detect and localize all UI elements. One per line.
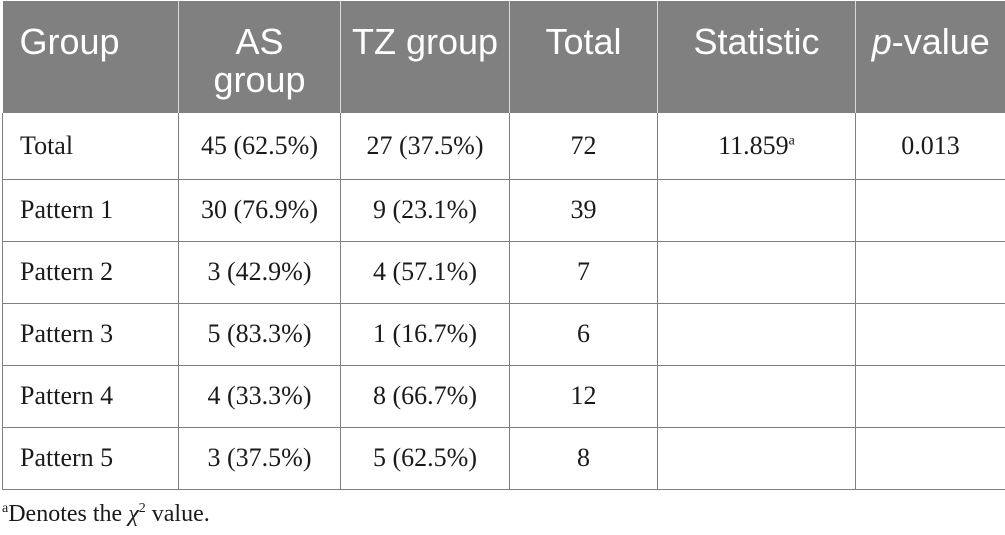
cell-total: 6 [509, 302, 658, 366]
table-header: Group AS group TZ group Total Statistic … [2, 1, 1005, 113]
header-total: Total [509, 1, 658, 113]
footnote-text-before: Denotes the [8, 501, 129, 527]
header-row: Group AS group TZ group Total Statistic … [2, 1, 1005, 113]
cell-tz: 4 (57.1%) [340, 240, 510, 304]
cell-statistic [657, 364, 856, 428]
p-symbol: p [871, 21, 892, 62]
cell-total: 39 [509, 178, 658, 242]
cell-group: Total [2, 113, 179, 180]
table-body: Total 45 (62.5%) 27 (37.5%) 72 11.859a 0… [2, 113, 1005, 490]
cell-p-value [855, 364, 1005, 428]
cell-p-value [855, 240, 1005, 304]
cell-group: Pattern 1 [2, 178, 179, 242]
cell-statistic: 11.859a [657, 113, 856, 180]
cell-group: Pattern 5 [2, 426, 179, 490]
chi-exponent: 2 [138, 501, 146, 516]
header-tz-group: TZ group [340, 1, 510, 113]
cell-p-value: 0.013 [855, 113, 1005, 180]
header-as-group: AS group [178, 1, 341, 113]
table-row: Pattern 1 30 (76.9%) 9 (23.1%) 39 [2, 178, 1005, 242]
cell-as: 3 (42.9%) [178, 240, 341, 304]
results-table: Group AS group TZ group Total Statistic … [2, 1, 1005, 490]
cell-statistic [657, 426, 856, 490]
table-row: Pattern 4 4 (33.3%) 8 (66.7%) 12 [2, 364, 1005, 428]
cell-statistic [657, 240, 856, 304]
cell-as: 5 (83.3%) [178, 302, 341, 366]
cell-statistic [657, 178, 856, 242]
cell-statistic [657, 302, 856, 366]
cell-as: 4 (33.3%) [178, 364, 341, 428]
statistic-value: 11.859 [718, 130, 789, 160]
table-row: Pattern 3 5 (83.3%) 1 (16.7%) 6 [2, 302, 1005, 366]
cell-as: 3 (37.5%) [178, 426, 341, 490]
cell-tz: 8 (66.7%) [340, 364, 510, 428]
header-p-value: p-value [855, 1, 1005, 113]
cell-tz: 1 (16.7%) [340, 302, 510, 366]
cell-p-value [855, 178, 1005, 242]
table-row: Pattern 5 3 (37.5%) 5 (62.5%) 8 [2, 426, 1005, 490]
cell-total: 8 [509, 426, 658, 490]
cell-tz: 5 (62.5%) [340, 426, 510, 490]
cell-as: 30 (76.9%) [178, 178, 341, 242]
footnote-marker: a [2, 501, 9, 516]
cell-group: Pattern 2 [2, 240, 179, 304]
cell-total: 7 [509, 240, 658, 304]
statistic-footnote-marker: a [788, 133, 795, 149]
p-value-suffix: -value [891, 21, 990, 62]
chi-symbol: χ [128, 501, 139, 527]
cell-tz: 27 (37.5%) [340, 113, 510, 180]
header-statistic: Statistic [657, 1, 856, 113]
header-group: Group [2, 1, 179, 113]
cell-group: Pattern 4 [2, 364, 179, 428]
cell-total: 12 [509, 364, 658, 428]
cell-p-value [855, 426, 1005, 490]
table-row: Total 45 (62.5%) 27 (37.5%) 72 11.859a 0… [2, 113, 1005, 180]
table-row: Pattern 2 3 (42.9%) 4 (57.1%) 7 [2, 240, 1005, 304]
cell-group: Pattern 3 [2, 302, 179, 366]
results-table-container: Group AS group TZ group Total Statistic … [2, 1, 1005, 490]
cell-as: 45 (62.5%) [178, 113, 341, 180]
cell-tz: 9 (23.1%) [340, 178, 510, 242]
footnote-text-after: value. [145, 501, 210, 527]
table-footnote: aDenotes the χ2 value. [2, 501, 210, 528]
cell-total: 72 [509, 113, 658, 180]
cell-p-value [855, 302, 1005, 366]
